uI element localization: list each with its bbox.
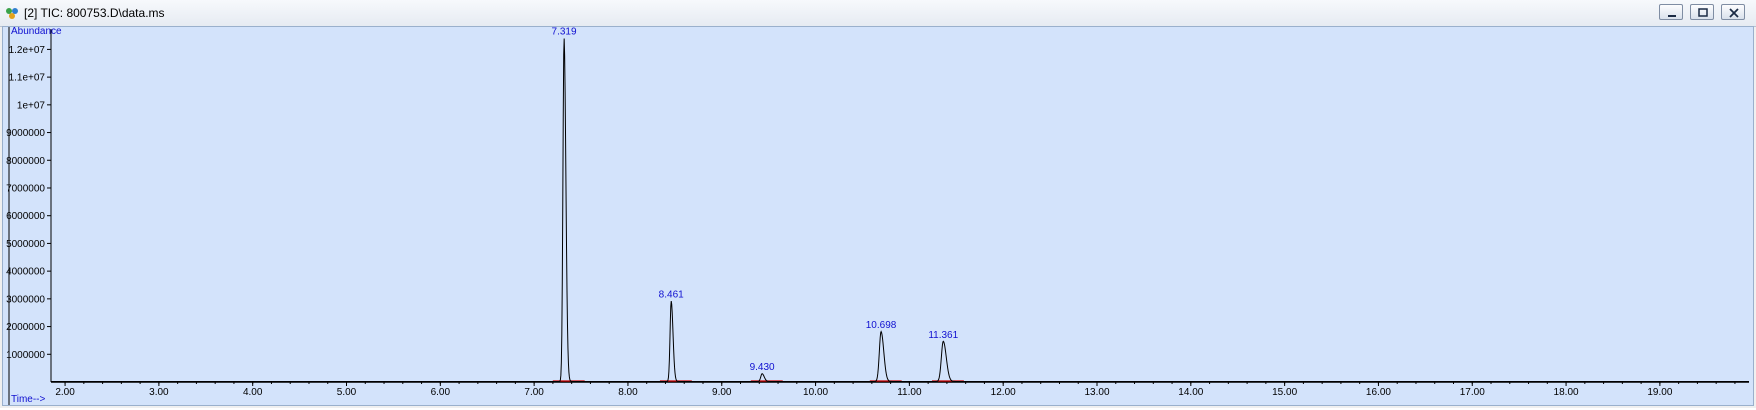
x-tick-label-4: 6.00 — [431, 387, 451, 398]
y-tick-label-8: 9000000 — [6, 128, 45, 139]
x-tick-label-5: 7.00 — [524, 387, 544, 398]
x-axis-label: Time--> — [11, 394, 46, 405]
close-icon — [1729, 8, 1739, 18]
x-tick-label-0: 2.00 — [55, 387, 75, 398]
y-tick-label-7: 8000000 — [6, 156, 45, 167]
restore-button[interactable] — [1690, 4, 1714, 20]
y-axis-label: Abundance — [11, 27, 62, 37]
plot-area[interactable]: Abundance Time--> 1000000 2000000 3000000 4… — [2, 26, 1754, 406]
restore-icon — [1698, 8, 1708, 17]
window-title: [2] TIC: 800753.D\data.ms — [24, 6, 165, 20]
chromatogram-chart: Abundance Time--> 1000000 2000000 3000000 4… — [6, 26, 1749, 405]
x-tick-label-15: 17.00 — [1460, 387, 1485, 398]
y-axis-ticks: 1000000 2000000 3000000 4000000 5000000 60000… — [6, 45, 51, 361]
x-tick-label-6: 8.00 — [618, 387, 638, 398]
y-tick-label-0: 1000000 — [6, 350, 45, 361]
tic-trace — [51, 38, 1749, 382]
x-tick-label-10: 12.00 — [991, 387, 1016, 398]
chromatogram-app-icon — [6, 8, 18, 19]
peak-label-3: 10.698 — [866, 320, 897, 331]
minimize-button[interactable] — [1659, 4, 1683, 20]
y-tick-label-9: 1e+07 — [17, 100, 46, 111]
y-tick-label-4: 5000000 — [6, 239, 45, 250]
x-tick-label-2: 4.00 — [243, 387, 263, 398]
x-tick-label-11: 13.00 — [1084, 387, 1109, 398]
peak-label-2: 9.430 — [750, 362, 775, 373]
peak-label-0: 7.319 — [552, 27, 577, 37]
x-tick-label-8: 10.00 — [803, 387, 828, 398]
close-button[interactable] — [1721, 4, 1745, 20]
y-tick-label-11: 1.2e+07 — [9, 45, 46, 56]
x-tick-label-17: 19.00 — [1647, 387, 1672, 398]
peak-labels: 7.319 8.461 9.430 10.698 11.361 — [552, 26, 959, 373]
x-tick-label-1: 3.00 — [149, 387, 169, 398]
x-tick-label-13: 15.00 — [1272, 387, 1297, 398]
y-tick-label-3: 4000000 — [6, 267, 45, 278]
x-tick-label-12: 14.00 — [1178, 387, 1203, 398]
y-tick-label-1: 2000000 — [6, 322, 45, 333]
x-tick-label-16: 18.00 — [1554, 387, 1579, 398]
y-tick-label-5: 6000000 — [6, 211, 45, 222]
x-axis-ticks: 2.00 3.00 4.00 5.00 6.00 7.00 8.00 9.00 10.00 11.… — [55, 382, 1736, 398]
title-bar[interactable]: [2] TIC: 800753.D\data.ms — [0, 0, 1756, 27]
minimize-icon — [1668, 15, 1676, 17]
peak-label-4: 11.361 — [928, 330, 958, 341]
y-tick-label-10: 1.1e+07 — [9, 73, 46, 84]
peak-label-1: 8.461 — [659, 290, 684, 301]
y-tick-label-6: 7000000 — [6, 183, 45, 194]
x-tick-label-14: 16.00 — [1366, 387, 1391, 398]
x-tick-label-3: 5.00 — [337, 387, 357, 398]
x-tick-label-7: 9.00 — [712, 387, 732, 398]
x-tick-label-9: 11.00 — [897, 387, 922, 398]
y-tick-label-2: 3000000 — [6, 294, 45, 305]
